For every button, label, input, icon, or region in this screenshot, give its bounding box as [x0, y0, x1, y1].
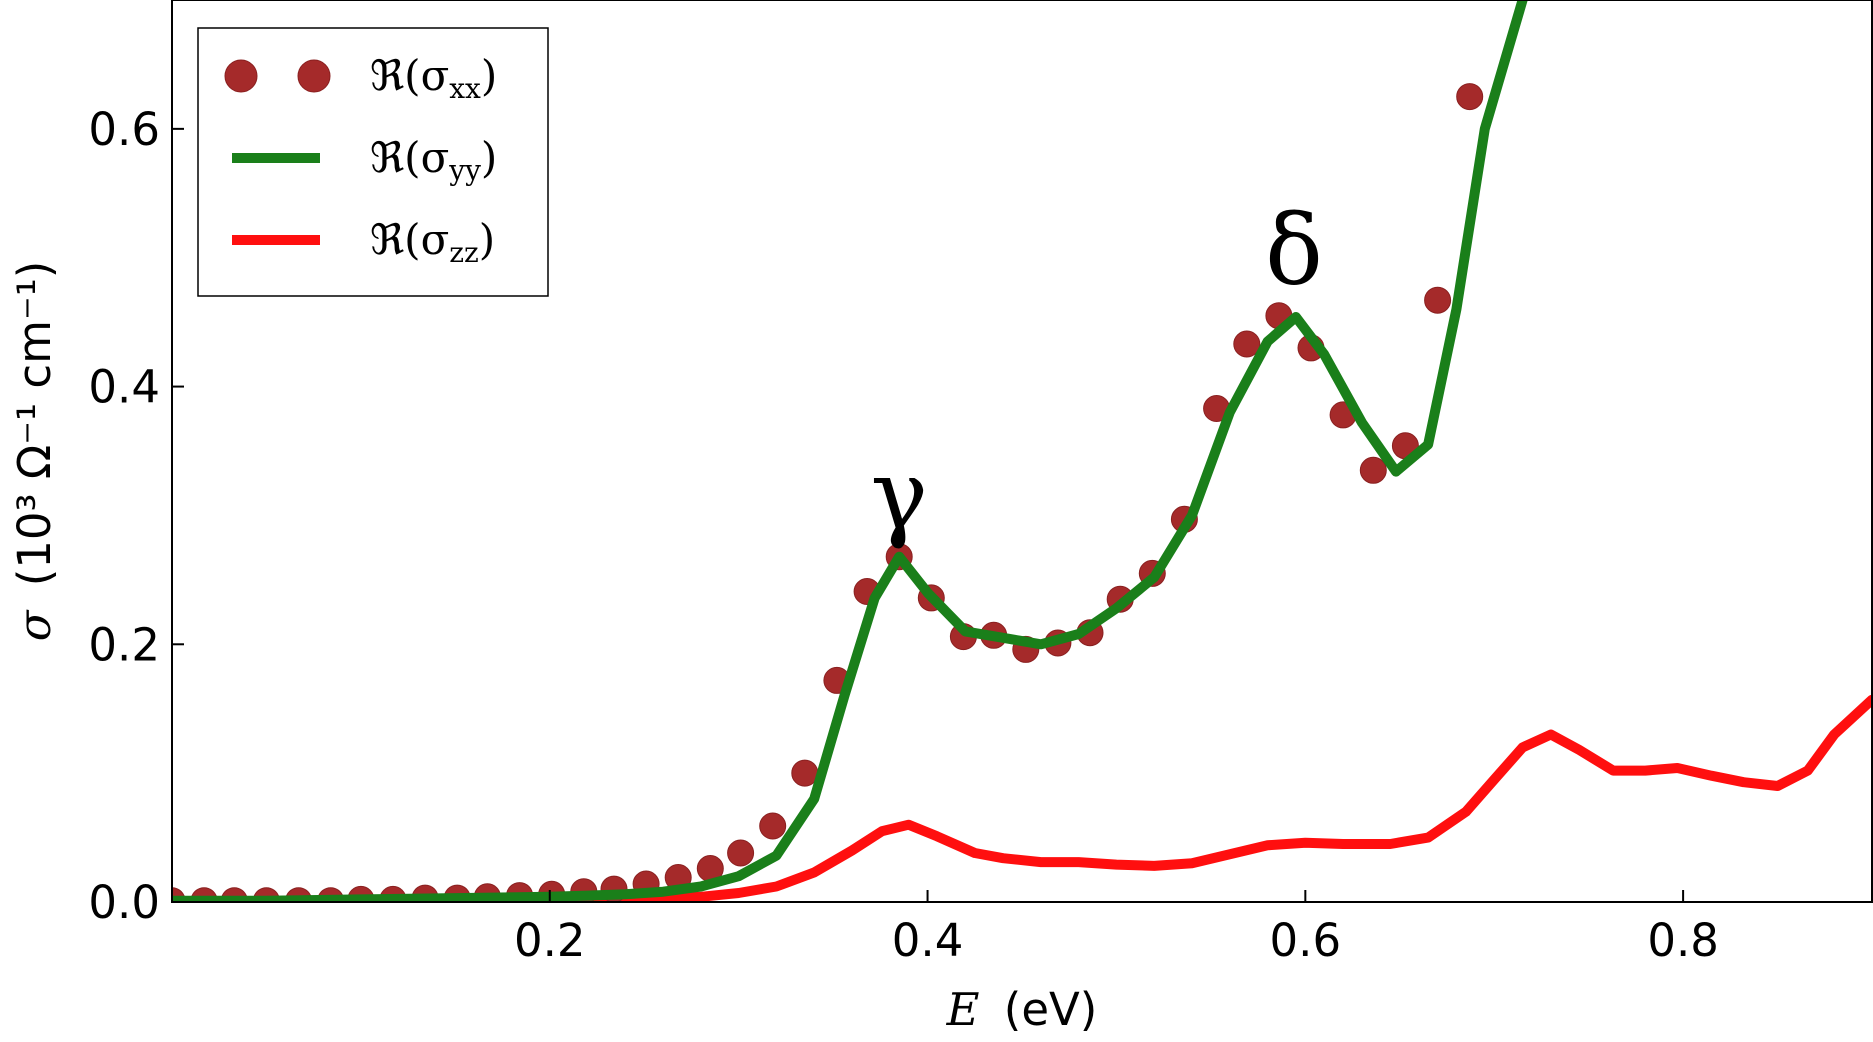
legend: ℜ(σxx) ℜ(σyy) ℜ(σzz) — [197, 27, 549, 297]
y-tick-label: 0.2 — [88, 618, 160, 671]
y-axis-symbol: σ — [8, 609, 61, 641]
legend-label: ℜ(σzz) — [370, 215, 495, 269]
x-tick-label: 0.4 — [892, 914, 964, 967]
data-point — [1233, 330, 1261, 358]
data-point — [1424, 286, 1452, 314]
x-axis-label: E (eV) — [946, 983, 1098, 1036]
x-tick-label: 0.6 — [1270, 914, 1342, 967]
y-tick-label: 0.4 — [88, 361, 160, 414]
annotation-layer: γδ — [871, 194, 1323, 551]
series-line-sigma-yy — [172, 0, 1528, 902]
x-tick-label: 0.2 — [514, 914, 586, 967]
y-axis-label: σ (10³ Ω⁻¹ cm⁻¹) — [8, 261, 61, 642]
y-axis-unit: (10³ Ω⁻¹ cm⁻¹) — [8, 261, 61, 587]
y-tick-label: 0.0 — [88, 876, 160, 929]
y-tick-label: 0.6 — [88, 103, 160, 156]
data-point — [727, 839, 755, 867]
plot-frame — [171, 0, 1873, 903]
x-axis-symbol: E — [946, 983, 980, 1036]
series-line-sigma-zz — [172, 694, 1872, 902]
legend-marker — [297, 59, 331, 93]
y-axis: 0.0 0.2 0.4 0.6 — [88, 103, 184, 929]
legend-label: ℜ(σxx) — [370, 51, 497, 105]
x-axis: 0.2 0.4 0.6 0.8 — [514, 890, 1719, 967]
peak-label: γ — [871, 439, 928, 551]
x-axis-unit: (eV) — [1004, 983, 1098, 1036]
legend-marker — [224, 59, 258, 93]
x-tick-label: 0.8 — [1647, 914, 1719, 967]
data-point — [1456, 83, 1484, 111]
series-layer — [172, 0, 1872, 902]
peak-label: δ — [1265, 194, 1323, 306]
legend-label: ℜ(σyy) — [370, 133, 497, 187]
data-point — [1359, 456, 1387, 484]
data-point — [759, 812, 787, 840]
